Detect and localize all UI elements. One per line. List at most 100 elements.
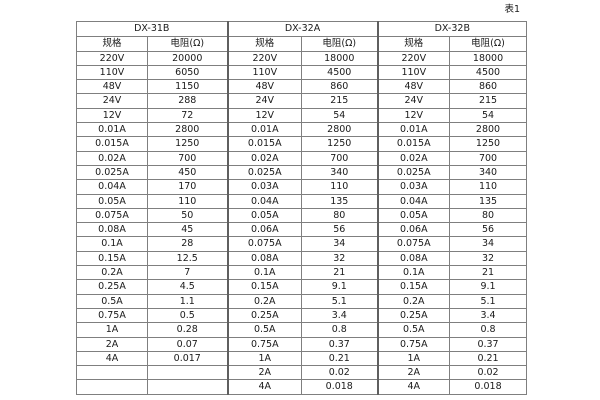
resistance-cell: 34 [301, 236, 379, 252]
resistance-cell: 0.02 [449, 365, 528, 381]
resistance-cell: 215 [449, 93, 528, 109]
table-row: 0.02A 700 0.02A 700 0.02A 700 [76, 150, 528, 166]
resistance-cell [146, 379, 229, 395]
resistance-column-header: 电阻(Ω) [146, 35, 229, 52]
table-row: 0.015A 1250 0.015A 1250 0.015A 1250 [76, 136, 528, 152]
spec-cell: 24V [76, 93, 148, 109]
spec-cell: 0.75A [226, 336, 303, 352]
spec-cell: 0.15A [226, 279, 303, 295]
spec-cell: 0.06A [226, 222, 303, 238]
spec-cell: 12V [226, 107, 303, 124]
spec-cell: 0.03A [376, 179, 451, 195]
resistance-cell: 54 [301, 107, 379, 124]
resistance-cell: 0.28 [146, 322, 229, 338]
spec-cell: 0.5A [76, 293, 148, 309]
group-header-dx-32b: DX-32B [376, 21, 528, 37]
resistance-cell: 0.8 [449, 322, 528, 338]
spec-cell: 0.2A [226, 293, 303, 309]
resistance-cell: 80 [449, 207, 528, 224]
spec-cell: 0.015A [76, 136, 148, 152]
spec-cell: 12V [76, 107, 148, 124]
spec-cell: 48V [376, 79, 451, 95]
resistance-cell: 215 [301, 93, 379, 109]
table-row: 4A 0.018 4A 0.018 [76, 379, 528, 395]
resistance-column-header: 电阻(Ω) [449, 35, 528, 52]
spec-cell: 0.02A [226, 150, 303, 166]
resistance-cell: 1150 [146, 79, 229, 95]
resistance-cell: 340 [301, 164, 379, 181]
resistance-cell: 32 [449, 250, 528, 267]
spec-cell: 0.08A [226, 250, 303, 267]
resistance-cell: 28 [146, 236, 229, 252]
table-row: 12V 72 12V 54 12V 54 [76, 107, 528, 124]
spec-cell: 0.04A [226, 193, 303, 209]
spec-cell: 0.01A [76, 122, 148, 138]
spec-cell: 1A [76, 322, 148, 338]
resistance-cell: 0.21 [301, 350, 379, 367]
table-row: 0.2A 7 0.1A 21 0.1A 21 [76, 265, 528, 281]
spec-cell: 0.25A [76, 279, 148, 295]
resistance-cell: 170 [146, 179, 229, 195]
table-row: 0.08A 45 0.06A 56 0.06A 56 [76, 222, 528, 238]
resistance-cell: 0.018 [301, 379, 379, 395]
spec-cell: 0.02A [376, 150, 451, 166]
resistance-cell: 20000 [146, 50, 229, 66]
spec-cell [76, 365, 148, 381]
resistance-cell: 21 [301, 265, 379, 281]
spec-cell: 0.5A [226, 322, 303, 338]
resistance-cell: 1.1 [146, 293, 229, 309]
spec-cell: 0.25A [376, 307, 451, 324]
group-header-row: DX-31B DX-32A DX-32B [75, 21, 528, 37]
resistance-cell: 7 [146, 265, 229, 281]
spec-cell: 48V [76, 79, 148, 95]
spec-cell: 24V [376, 93, 451, 109]
resistance-cell: 5.1 [449, 293, 528, 309]
table-row: 0.1A 28 0.075A 34 0.075A 34 [76, 236, 528, 252]
spec-cell: 0.025A [76, 164, 148, 181]
resistance-cell: 700 [146, 150, 229, 166]
table-row: 0.75A 0.5 0.25A 3.4 0.25A 3.4 [76, 307, 528, 324]
table-row: 110V 6050 110V 4500 110V 4500 [76, 64, 528, 81]
table-row: 2A 0.02 2A 0.02 [76, 365, 528, 381]
spec-cell: 220V [76, 50, 148, 66]
table-row: 2A 0.07 0.75A 0.37 0.75A 0.37 [76, 336, 528, 352]
spec-cell: 110V [76, 64, 148, 81]
table-row: 1A 0.28 0.5A 0.8 0.5A 0.8 [76, 322, 528, 338]
resistance-cell: 4500 [301, 64, 379, 81]
spec-cell: 0.015A [376, 136, 451, 152]
resistance-cell: 72 [146, 107, 229, 124]
spec-column-header: 规格 [376, 35, 451, 52]
spec-cell [76, 379, 148, 395]
resistance-cell: 135 [301, 193, 379, 209]
table-row: 0.05A 110 0.04A 135 0.04A 135 [76, 193, 528, 209]
spec-cell: 12V [376, 107, 451, 124]
spec-cell: 0.04A [76, 179, 148, 195]
resistance-cell: 288 [146, 93, 229, 109]
table-row: 0.025A 450 0.025A 340 0.025A 340 [76, 164, 528, 181]
spec-cell: 0.15A [76, 250, 148, 267]
table-row: 0.5A 1.1 0.2A 5.1 0.2A 5.1 [76, 293, 528, 309]
resistance-cell: 0.8 [301, 322, 379, 338]
spec-column-header: 规格 [226, 35, 303, 52]
resistance-cell: 2800 [146, 122, 229, 138]
spec-cell: 0.025A [226, 164, 303, 181]
column-header-row: 规格 电阻(Ω) 规格 电阻(Ω) 规格 电阻(Ω) [76, 35, 528, 52]
resistance-cell: 1250 [301, 136, 379, 152]
spec-column-header: 规格 [76, 35, 148, 52]
resistance-cell: 0.07 [146, 336, 229, 352]
resistance-cell: 6050 [146, 64, 229, 81]
resistance-cell: 0.018 [449, 379, 528, 395]
resistance-cell: 4500 [449, 64, 528, 81]
resistance-cell: 21 [449, 265, 528, 281]
spec-cell: 0.02A [76, 150, 148, 166]
spec-cell: 2A [76, 336, 148, 352]
table-row: 0.01A 2800 0.01A 2800 0.01A 2800 [76, 122, 528, 138]
resistance-cell: 5.1 [301, 293, 379, 309]
resistance-cell: 9.1 [301, 279, 379, 295]
resistance-cell: 2800 [301, 122, 379, 138]
resistance-cell: 0.02 [301, 365, 379, 381]
spec-cell: 4A [376, 379, 451, 395]
spec-cell: 0.1A [76, 236, 148, 252]
spec-cell: 0.75A [376, 336, 451, 352]
